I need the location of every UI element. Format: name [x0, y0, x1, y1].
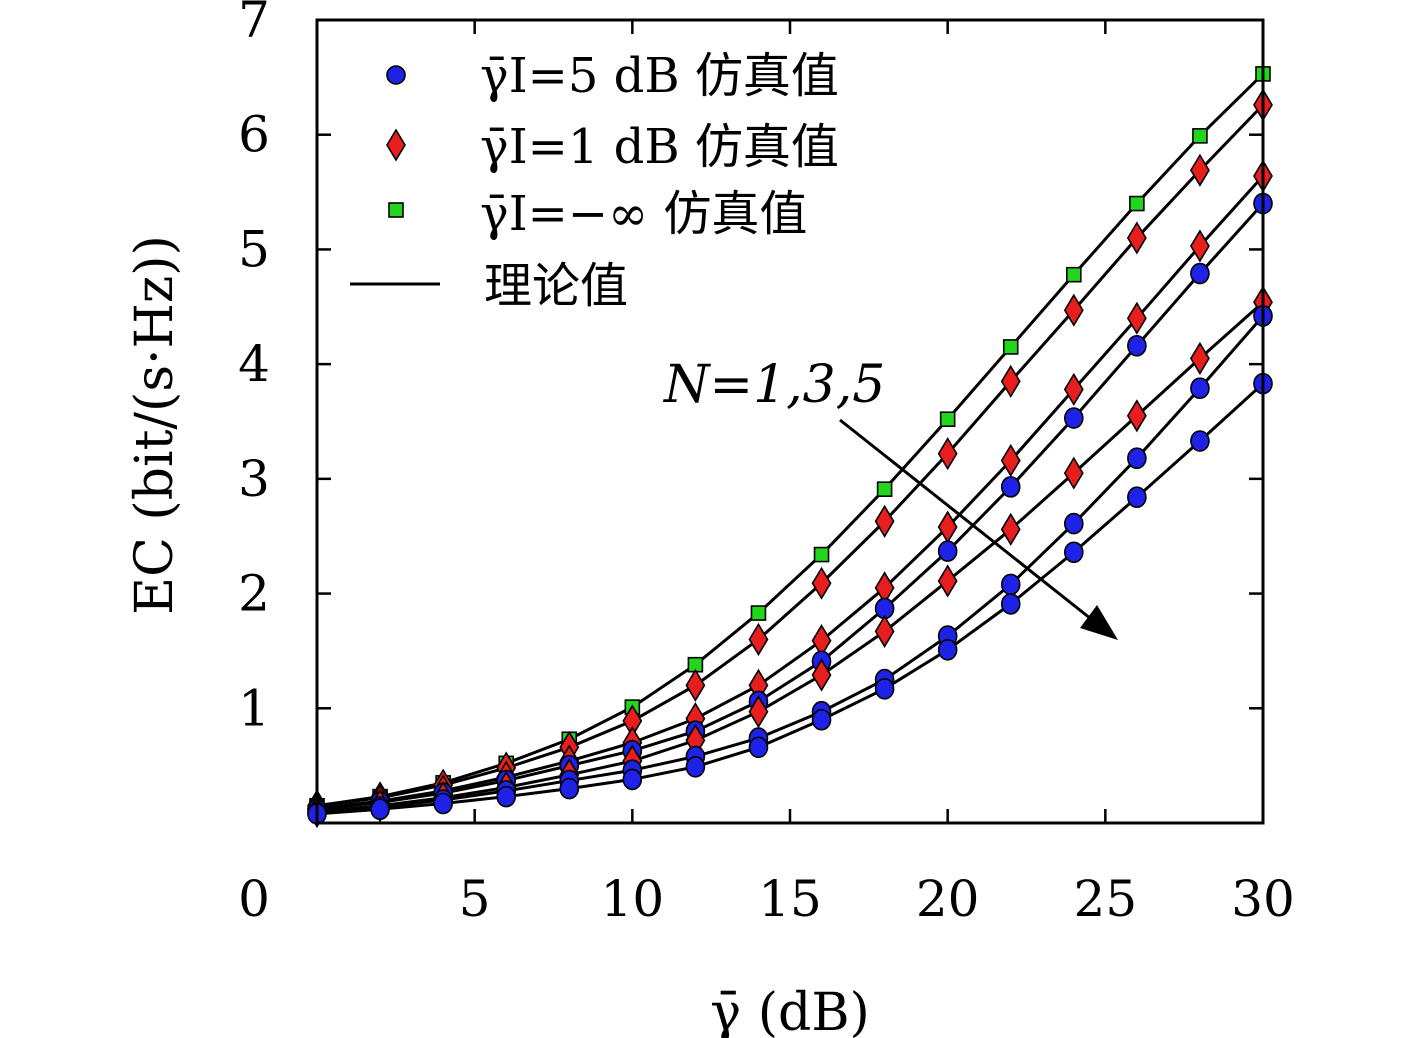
series-line [316, 103, 1265, 808]
legend-marker-diamond [386, 128, 406, 162]
x-tick-label: 15 [758, 870, 822, 928]
data-point-circle [433, 792, 453, 815]
data-point-circle [1190, 430, 1210, 452]
x-tick-label: 30 [1231, 870, 1295, 928]
data-point-circle [874, 677, 895, 700]
data-point-diamond [685, 668, 706, 702]
data-point-square [1002, 339, 1019, 355]
data-point-circle [559, 777, 580, 800]
data-point-diamond [1000, 512, 1021, 546]
data-point-diamond [748, 622, 769, 657]
data-point-circle [370, 798, 390, 821]
data-point-diamond [748, 695, 769, 729]
data-point-diamond [1063, 372, 1084, 406]
data-point-circle [1064, 407, 1084, 429]
series-group [307, 66, 1273, 829]
data-point-circle [748, 736, 769, 759]
data-point-diamond [1126, 301, 1147, 335]
data-point-circle [496, 785, 517, 808]
x-axis-label: γ̄ (dB) [710, 983, 870, 1038]
data-point-square [813, 546, 830, 563]
data-point-square [1129, 195, 1145, 212]
y-tick-label: 7 [238, 0, 270, 49]
legend: γ̄I=5 dB 仿真值 γ̄I=1 dB 仿真值 γ̄I=−∞ 仿真值 理论值 [350, 48, 839, 314]
data-point-circle [1000, 573, 1021, 596]
series-line [316, 382, 1265, 816]
x-tick-label: 20 [916, 870, 980, 928]
x-tick-label: 10 [601, 870, 665, 928]
y-axis-label: EC (bit/(s·Hz)) [125, 235, 185, 615]
data-point-circle [1064, 541, 1084, 564]
series-line [316, 72, 1265, 808]
legend-marker-square [388, 202, 404, 218]
data-point-diamond [1190, 229, 1210, 263]
data-point-diamond [937, 564, 958, 598]
legend-label-2: γ̄I=1 dB 仿真值 [480, 119, 839, 175]
data-point-diamond [1063, 456, 1084, 490]
data-point-diamond [1190, 341, 1210, 375]
data-point-circle [937, 638, 958, 661]
data-point-circle [1190, 262, 1210, 285]
axes-group: 0 5 10 15 20 25 30 1 2 3 4 5 6 7 [238, 0, 1295, 928]
data-point-square [1066, 266, 1082, 283]
data-point-square [939, 411, 956, 428]
data-point-diamond [1063, 293, 1084, 327]
series-line [316, 175, 1265, 810]
annotation-arrowhead [1080, 605, 1118, 640]
data-point-diamond [874, 504, 895, 538]
legend-label-1: γ̄I=5 dB 仿真值 [480, 48, 839, 104]
data-point-circle [1190, 377, 1210, 400]
data-point-diamond [1000, 443, 1021, 478]
data-point-circle [1127, 486, 1147, 509]
x-tick-label: 0 [238, 870, 270, 928]
series-line [316, 314, 1265, 815]
data-point-square [1192, 128, 1208, 144]
data-point-circle [1127, 334, 1147, 357]
legend-label-4: 理论值 [484, 258, 628, 314]
annotation-label: N=1,3,5 [662, 355, 885, 415]
x-tick-label: 5 [459, 870, 491, 928]
y-tick-label: 2 [238, 565, 270, 623]
data-point-diamond [811, 566, 832, 600]
data-point-diamond [937, 437, 958, 471]
data-point-circle [685, 755, 706, 778]
series-line [316, 301, 1264, 814]
data-point-circle [811, 708, 832, 731]
data-point-circle [1127, 447, 1147, 470]
data-point-circle [622, 768, 643, 791]
data-point-circle [1000, 476, 1021, 498]
data-point-square [876, 481, 893, 497]
legend-label-3: γ̄I=−∞ 仿真值 [480, 186, 807, 242]
data-point-square [750, 605, 767, 621]
data-point-diamond [1000, 364, 1021, 398]
data-point-circle [937, 540, 958, 562]
legend-marker-circle [386, 65, 406, 85]
y-tick-label: 5 [238, 220, 270, 278]
y-tick-label: 1 [238, 679, 270, 737]
y-tick-label: 6 [238, 106, 270, 164]
annotation-arrow [839, 418, 1106, 632]
data-point-diamond [811, 658, 832, 692]
x-tick-label: 25 [1074, 870, 1138, 928]
y-tick-label: 3 [238, 450, 270, 508]
data-point-diamond [1190, 153, 1210, 187]
series-line [316, 202, 1265, 811]
data-point-diamond [1126, 399, 1147, 433]
data-point-diamond [874, 614, 895, 648]
data-point-circle [1000, 593, 1021, 615]
data-point-diamond [1126, 221, 1147, 255]
data-point-circle [1064, 512, 1084, 535]
y-tick-label: 4 [238, 335, 270, 393]
data-point-diamond [937, 510, 958, 544]
